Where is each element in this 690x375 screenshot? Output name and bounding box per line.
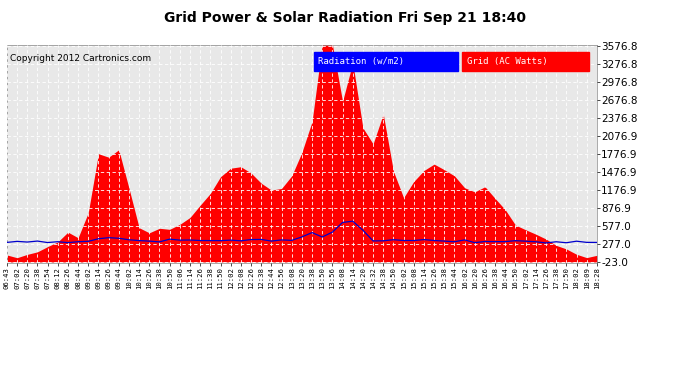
FancyBboxPatch shape <box>462 51 589 71</box>
Text: Grid Power & Solar Radiation Fri Sep 21 18:40: Grid Power & Solar Radiation Fri Sep 21 … <box>164 11 526 25</box>
Text: Grid (AC Watts): Grid (AC Watts) <box>467 57 548 66</box>
FancyBboxPatch shape <box>314 51 458 71</box>
Text: Radiation (w/m2): Radiation (w/m2) <box>318 57 404 66</box>
Text: Copyright 2012 Cartronics.com: Copyright 2012 Cartronics.com <box>10 54 151 63</box>
